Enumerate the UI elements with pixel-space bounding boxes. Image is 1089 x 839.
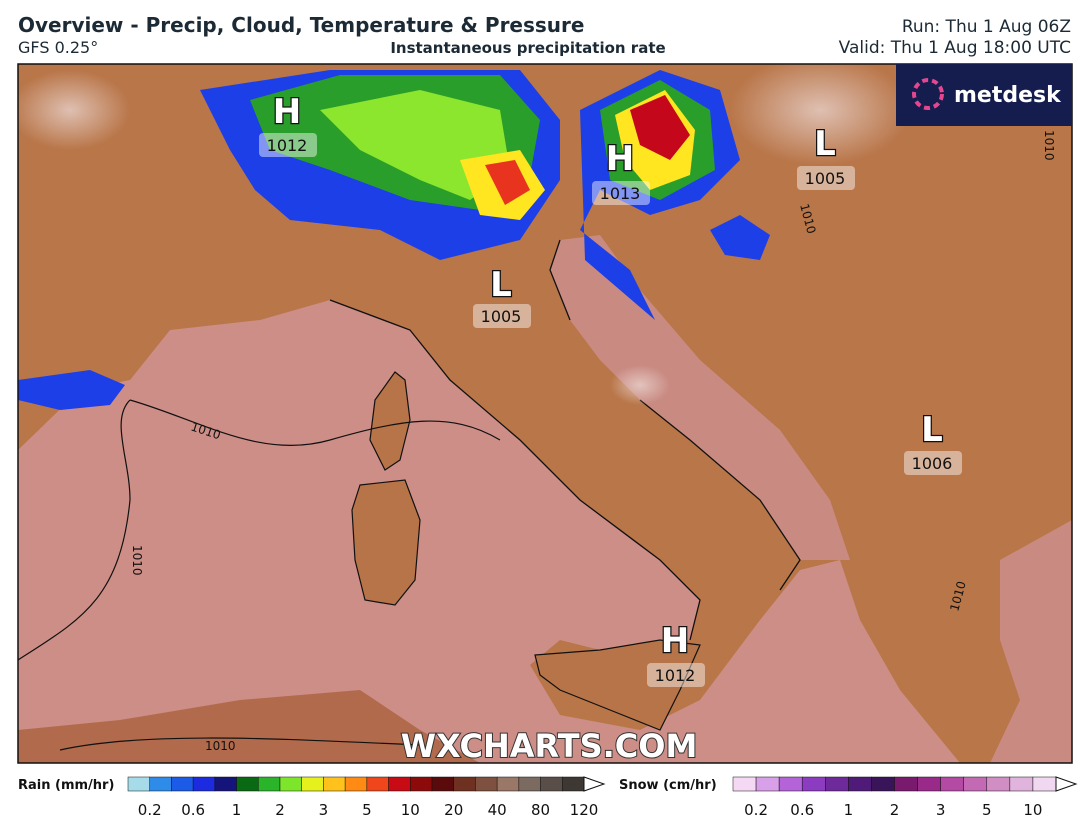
snow-tick-label: 2	[890, 801, 900, 819]
snow-tick-label: 0.2	[744, 801, 768, 819]
rain-legend-title: Rain (mm/hr)	[18, 778, 114, 793]
snow-swatch	[778, 776, 803, 792]
rain-swatch	[192, 776, 216, 792]
rain-swatch	[453, 776, 476, 792]
rain-tick-label: 0.2	[138, 801, 162, 819]
snow-tick-label: 1	[844, 801, 854, 819]
rain-swatch	[214, 776, 237, 792]
pressure-value: 1006	[912, 454, 953, 473]
precipitation	[18, 70, 770, 410]
africa	[18, 690, 480, 763]
snow-tick-label: 3	[936, 801, 946, 819]
pressure-value: 1012	[267, 136, 308, 155]
isobar	[18, 399, 501, 751]
rain-tick-label: 40	[488, 801, 507, 819]
pressure-type: H	[273, 92, 301, 132]
rain-swatch	[171, 776, 194, 792]
rain-tick-label: 20	[444, 801, 463, 819]
rain-tick-label: 5	[362, 801, 372, 819]
rain-tick-label: 0.6	[181, 801, 205, 819]
map-frame	[17, 63, 1073, 764]
snow-swatch	[1009, 776, 1034, 792]
map	[18, 64, 1072, 763]
snow-swatch	[871, 776, 895, 792]
sea-adriatic	[550, 235, 850, 560]
rain-swatch	[518, 776, 541, 792]
rain-swatch	[344, 776, 368, 792]
snow-swatch	[986, 776, 1011, 792]
logo-text: metdesk	[954, 83, 1062, 108]
rain-swatch	[562, 776, 585, 792]
isobar-label: 1010	[130, 545, 144, 576]
snow-tick-label: 10	[1023, 801, 1042, 819]
sea-west	[18, 300, 960, 763]
pressure-type: H	[661, 621, 689, 661]
rain-swatch	[236, 776, 259, 792]
rain-swatch	[388, 776, 411, 792]
rain-swatch	[149, 776, 172, 792]
snow-swatch	[940, 776, 964, 792]
valid-time: Valid: Thu 1 Aug 18:00 UTC	[839, 38, 1071, 58]
pressure-type: H	[606, 139, 634, 179]
pressure-type: L	[490, 265, 512, 305]
rain-tick-label: 10	[401, 801, 420, 819]
rain-swatch	[475, 776, 498, 792]
rain-swatch	[279, 776, 302, 792]
snow-swatch	[963, 776, 988, 792]
pressure-value: 1005	[481, 307, 522, 326]
rain-tick-label: 3	[319, 801, 329, 819]
pressure-type: L	[921, 410, 943, 450]
rain-swatch	[127, 776, 150, 792]
rain-tick-label: 120	[570, 801, 599, 819]
legends: 0.2 0.6 1 2 3 5 10 20 40 80 120 0.2 0.6 1 2 3 5 10	[127, 776, 1078, 819]
snow-swatch	[732, 776, 757, 792]
sardinia	[351, 479, 421, 606]
watermark: WXCHARTS.COM	[401, 727, 698, 765]
rain-swatch	[301, 776, 324, 792]
pressure-centres: H 1012 H 1013 L 1005 L 1005 L 1006 H 101…	[259, 91, 962, 687]
pressure-value: 1005	[805, 169, 846, 188]
snow-swatch	[1032, 776, 1057, 792]
isobar-label: 1010	[1042, 130, 1056, 161]
snow-tick-label: 0.6	[790, 801, 814, 819]
pressure-type: L	[814, 124, 836, 164]
rain-arrow	[583, 776, 606, 792]
snow-tick-label: 5	[982, 801, 992, 819]
sicily	[534, 639, 701, 731]
corsica	[369, 371, 411, 471]
snow-swatch	[848, 776, 872, 792]
pressure-value: 1012	[655, 666, 696, 685]
snow-swatch	[801, 776, 826, 792]
snow-swatch	[755, 776, 780, 792]
title: Overview - Precip, Cloud, Temperature & …	[18, 13, 584, 37]
pressure-value: 1013	[600, 184, 641, 203]
isobar-label: 1010	[205, 739, 236, 753]
rain-tick-label: 80	[531, 801, 550, 819]
snow-swatch	[825, 776, 849, 792]
rain-swatch	[258, 776, 281, 792]
model: GFS 0.25°	[18, 38, 98, 57]
subtitle: Instantaneous precipitation rate	[390, 39, 665, 57]
sea-aegean	[990, 520, 1072, 763]
rain-swatch	[323, 776, 346, 792]
rain-tick-label: 1	[232, 801, 242, 819]
snow-swatch	[894, 776, 918, 792]
rain-swatch	[366, 776, 389, 792]
rain-tick-label: 2	[275, 801, 285, 819]
rain-swatch	[540, 776, 563, 792]
rain-swatch	[431, 776, 454, 792]
snow-arrow	[1055, 776, 1078, 792]
rain-swatch	[496, 776, 520, 792]
run-time: Run: Thu 1 Aug 06Z	[902, 17, 1071, 37]
snow-swatch	[917, 776, 941, 792]
rain-swatch	[410, 776, 433, 792]
italy-coast	[329, 239, 801, 641]
logo: metdesk	[896, 64, 1072, 126]
snow-legend-title: Snow (cm/hr)	[619, 778, 717, 793]
